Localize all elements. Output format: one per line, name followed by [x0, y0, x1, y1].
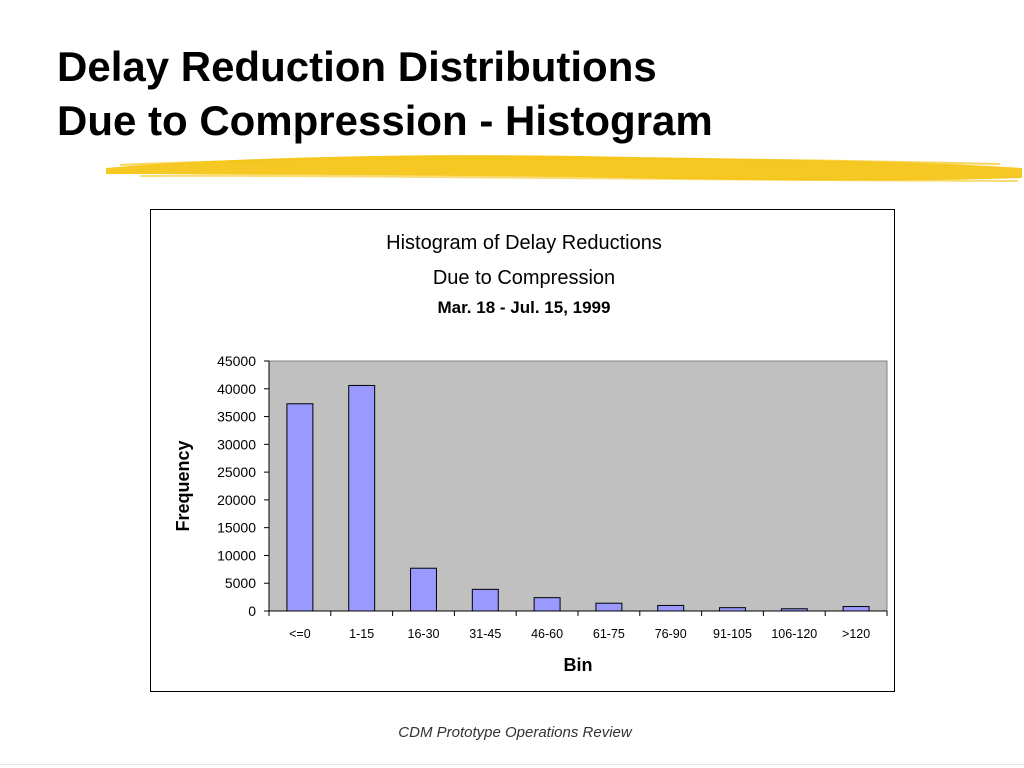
y-tick-label: 35000 — [217, 409, 256, 425]
x-tick-label: 16-30 — [408, 627, 440, 641]
x-tick-label: 106-120 — [771, 627, 817, 641]
x-tick-label: 1-15 — [349, 627, 374, 641]
bottom-rule — [0, 764, 1024, 765]
y-tick-label: 40000 — [217, 381, 256, 397]
bars-group — [286, 384, 870, 612]
x-axis: <=0 1-15 16-30 31-45 46-60 61-75 76-90 91-105 10… — [268, 610, 888, 641]
highlighter-stroke-decoration — [106, 155, 1022, 182]
x-tick-label: <=0 — [289, 627, 311, 641]
x-tick-label: 61-75 — [593, 627, 625, 641]
y-axis-label: Frequency — [173, 440, 193, 531]
x-tick-label: 76-90 — [655, 627, 687, 641]
x-tick-label: >120 — [842, 627, 870, 641]
slide-title-line-1: Delay Reduction Distributions — [57, 43, 657, 90]
histogram-bar — [410, 567, 437, 612]
histogram-bar — [657, 604, 685, 612]
chart-title: Histogram of Delay Reductions — [386, 232, 662, 254]
chart-subtitle: Due to Compression — [433, 267, 615, 289]
y-tick-label: 15000 — [217, 520, 256, 536]
y-tick-label: 0 — [248, 603, 256, 619]
x-tick-label: 91-105 — [713, 627, 752, 641]
y-tick-label: 45000 — [217, 353, 256, 369]
y-tick-label: 5000 — [225, 575, 256, 591]
histogram-bar — [533, 597, 561, 612]
y-tick-label: 10000 — [217, 547, 256, 563]
y-tick-label: 25000 — [217, 464, 256, 480]
histogram-chart: Histogram of Delay Reductions Due to Com… — [173, 232, 888, 675]
histogram-bar — [348, 384, 376, 612]
x-axis-label: Bin — [564, 655, 593, 675]
y-axis: 0 5000 10000 15000 20000 25000 30000 35000 40000… — [217, 353, 270, 619]
histogram-bar — [842, 606, 870, 612]
y-tick-label: 20000 — [217, 492, 256, 508]
x-tick-label: 31-45 — [469, 627, 501, 641]
histogram-bar — [286, 403, 314, 612]
chart-frame: Histogram of Delay Reductions Due to Com… — [150, 209, 895, 692]
x-tick-label: 46-60 — [531, 627, 563, 641]
chart-date-range: Mar. 18 - Jul. 15, 1999 — [438, 298, 611, 317]
y-tick-label: 30000 — [217, 436, 256, 452]
slide-footer: CDM Prototype Operations Review — [398, 724, 632, 741]
histogram-bar — [595, 602, 623, 612]
slide-title: Delay Reduction Distributions Due to Com… — [57, 40, 713, 148]
slide-title-line-2: Due to Compression - Histogram — [57, 97, 713, 144]
histogram-bar — [471, 588, 499, 612]
